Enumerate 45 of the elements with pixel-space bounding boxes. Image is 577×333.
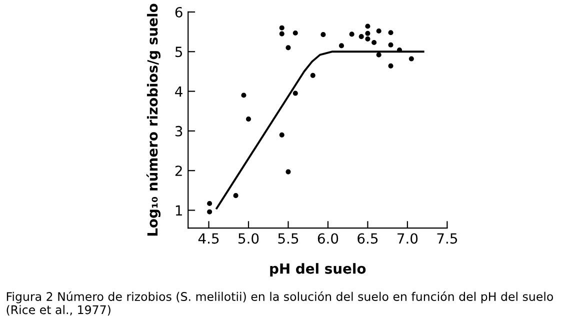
x-tick-label: 6.0 <box>318 233 338 244</box>
y-tick-label: 3 <box>175 126 182 136</box>
x-tick-label: 7.0 <box>398 233 418 244</box>
point <box>358 34 364 40</box>
x-tick-label: 4.5 <box>198 233 219 244</box>
point <box>388 30 394 36</box>
point <box>241 92 246 98</box>
x-tick-label: 5.5 <box>278 233 298 244</box>
point <box>396 48 402 53</box>
point <box>246 116 252 122</box>
point <box>376 52 382 58</box>
point <box>320 32 326 38</box>
y-axis-title: Log₁₀ número rizobios/g suelo <box>146 4 161 236</box>
text: Figura 2 Número de rizobios (S. melilotii) en la solución del suelo en función del pH del suelo (Rice et al., 1977) <box>6 291 554 316</box>
point <box>338 43 344 48</box>
point <box>207 209 212 214</box>
point <box>207 200 212 206</box>
point <box>279 31 284 36</box>
x-tick-label: 5.0 <box>238 233 259 244</box>
point <box>388 42 394 48</box>
x-tick-label: 7.5 <box>437 233 458 244</box>
y-tick-label: 2 <box>175 166 182 176</box>
line-series <box>216 50 424 210</box>
point <box>233 193 238 198</box>
point <box>408 56 414 62</box>
point <box>349 32 354 37</box>
y-tick-label: 6 <box>175 6 182 18</box>
point <box>376 28 382 34</box>
y-tick-label: 1 <box>176 205 182 216</box>
point <box>310 72 316 78</box>
y-tick-label: 5 <box>175 46 182 58</box>
y-tick-label: 4 <box>175 86 182 97</box>
point <box>279 132 284 138</box>
point <box>388 63 394 68</box>
point <box>279 25 284 30</box>
point <box>365 36 370 42</box>
point <box>292 90 298 96</box>
point <box>365 30 370 36</box>
point <box>286 45 291 50</box>
point <box>365 24 370 29</box>
x-tick-label: 6.5 <box>358 233 378 244</box>
point <box>286 169 291 174</box>
point <box>372 40 377 46</box>
point <box>292 30 298 36</box>
x-axis-title: pH del suelo <box>270 263 366 277</box>
